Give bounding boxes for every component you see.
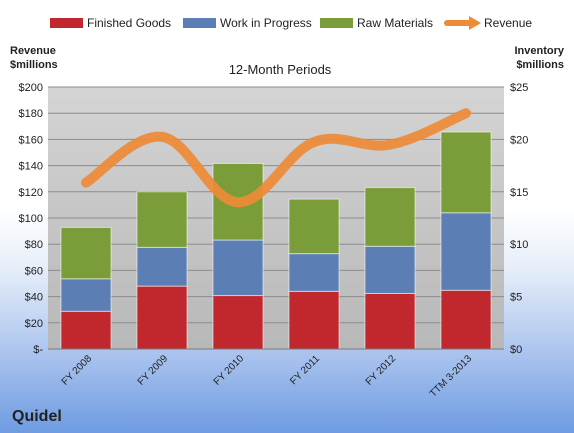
bar-finished-goods <box>288 290 340 350</box>
revenue-series-line <box>81 108 471 208</box>
bar-finished-goods <box>212 295 264 350</box>
bar-raw-materials <box>440 131 492 214</box>
left-tick-label: $200 <box>19 82 43 94</box>
legend-label: Raw Materials <box>357 16 433 30</box>
right-axis-label: Inventory $millions <box>514 45 564 71</box>
left-tick-label: $140 <box>19 161 43 173</box>
bar-finished-goods <box>136 285 188 350</box>
bar-finished-goods <box>440 289 492 350</box>
legend-arrow <box>469 16 481 30</box>
company-name: Quidel <box>12 408 62 425</box>
bar-work-in-progress <box>212 239 264 297</box>
right-tick-label: $5 <box>510 292 522 304</box>
bar-finished-goods <box>364 292 416 350</box>
legend-swatch <box>320 18 353 28</box>
category-label: FY 2008 <box>60 353 95 388</box>
right-tick-label: $10 <box>510 239 528 251</box>
left-tick-label: $60 <box>25 265 43 277</box>
bar-work-in-progress <box>440 212 492 291</box>
bar-raw-materials <box>136 191 188 248</box>
category-label: FY 2009 <box>136 353 171 388</box>
left-tick-label: $180 <box>19 108 43 120</box>
right-tick-label: $20 <box>510 134 528 146</box>
left-tick-label: $20 <box>25 318 43 330</box>
bar-raw-materials <box>60 226 112 280</box>
category-label: FY 2011 <box>288 353 322 387</box>
category-label: TTM 3-2013 <box>428 353 475 400</box>
legend-swatch <box>183 18 216 28</box>
left-tick-label: $120 <box>19 187 43 199</box>
gridlines <box>48 86 504 350</box>
left-tick-label: $100 <box>19 213 43 225</box>
left-tick-label: $160 <box>19 134 43 146</box>
right-tick-label: $15 <box>510 187 528 199</box>
bar-finished-goods <box>60 310 112 350</box>
category-label: FY 2012 <box>364 353 399 388</box>
legend-swatch <box>50 18 83 28</box>
left-tick-label: $80 <box>25 239 43 251</box>
bar-work-in-progress <box>288 253 340 292</box>
bar-work-in-progress <box>60 278 112 312</box>
left-tick-label: $- <box>33 344 43 356</box>
right-tick-label: $0 <box>510 344 522 356</box>
legend: Finished Goods Work in Progress Raw Materi… <box>50 16 532 30</box>
left-tick-label: $40 <box>25 292 43 304</box>
bar-raw-materials <box>364 187 416 247</box>
bar-work-in-progress <box>136 246 188 287</box>
category-label: FY 2010 <box>212 353 247 388</box>
legend-label: Revenue <box>484 16 532 30</box>
left-axis-label: Revenue $millions <box>10 45 58 71</box>
right-tick-label: $25 <box>510 82 528 94</box>
bar-work-in-progress <box>364 245 416 294</box>
legend-label: Work in Progress <box>220 16 312 30</box>
revenue-line <box>81 108 471 208</box>
bar-raw-materials <box>288 198 340 255</box>
chart-title: 12-Month Periods <box>229 62 332 77</box>
bars <box>60 131 492 350</box>
legend-label: Finished Goods <box>87 16 171 30</box>
